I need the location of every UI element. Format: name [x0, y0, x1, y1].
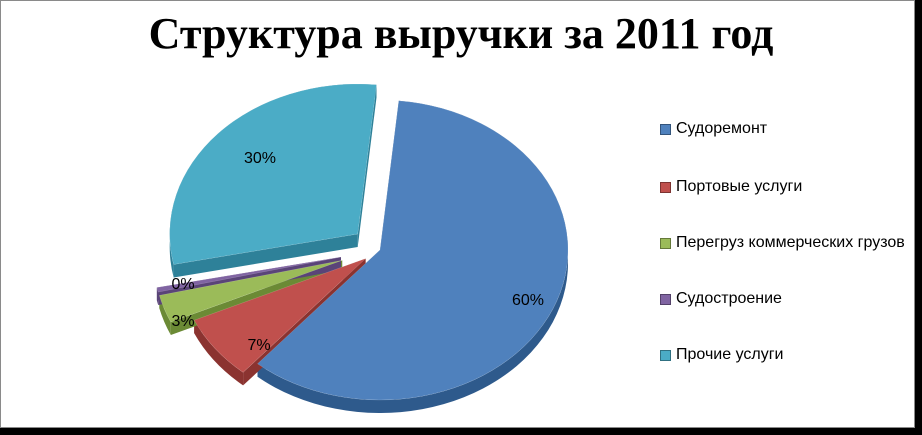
legend-swatch-1 — [660, 124, 671, 135]
pie-slice-4 — [156, 256, 342, 293]
pie-slice-5 — [169, 83, 377, 265]
legend-label-1: Судоремонт — [676, 120, 768, 137]
legend-item-1: Судоремонт — [660, 118, 910, 139]
legend-swatch-4 — [660, 294, 671, 305]
legend-item-4: Судостроение — [660, 288, 910, 309]
legend-item-3: Перегруз коммерческих грузов — [660, 232, 910, 253]
legend-item-2: Портовые услуги — [660, 176, 910, 197]
legend-item-5: Прочие услуги — [660, 344, 910, 365]
data-label-3: 3% — [171, 313, 194, 330]
legend-label-3: Перегруз коммерческих грузов — [676, 234, 905, 251]
legend-label-5: Прочие услуги — [676, 346, 784, 363]
legend-label-4: Судостроение — [676, 290, 782, 307]
pie-slice-2 — [193, 258, 366, 373]
data-label-5: 30% — [244, 150, 276, 167]
legend-swatch-5 — [660, 350, 671, 361]
legend-label-2: Портовые услуги — [676, 178, 803, 195]
data-label-1: 60% — [512, 292, 544, 309]
pie-slice-3 — [159, 260, 343, 323]
chart-title: Структура выручки за 2011 год — [148, 9, 774, 58]
pie-slice-1 — [257, 100, 569, 401]
legend-swatch-3 — [660, 238, 671, 249]
legend-swatch-2 — [660, 182, 671, 193]
data-label-4: 0% — [171, 276, 194, 293]
data-label-2: 7% — [247, 337, 270, 354]
